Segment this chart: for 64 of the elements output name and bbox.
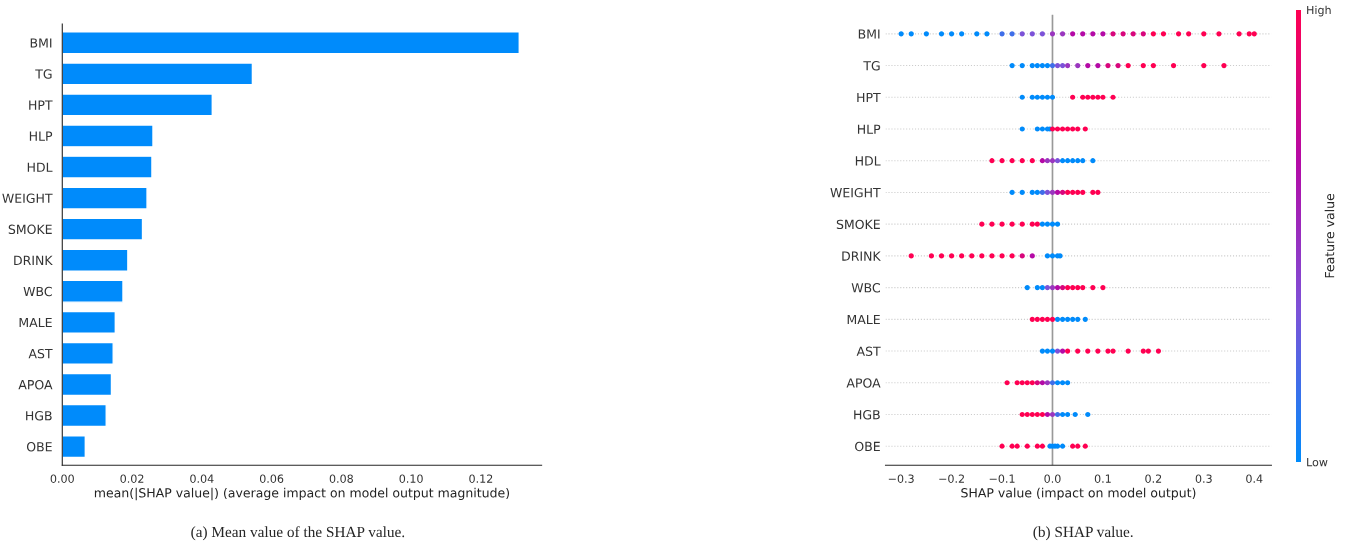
x-axis-title: mean(|SHAP value|) (average impact on model output magnitude) [94,487,510,501]
y-tick-label: HDL [27,162,53,172]
y-tick-label: SMOKE [836,219,880,230]
y-tick-label: BMI [858,29,880,39]
bar [62,310,117,334]
bar [62,372,113,397]
x-tick-label: 0.3 [1195,474,1212,483]
bar [62,279,124,303]
x-tick-label: 0.02 [120,474,144,483]
y-tick-label: HLP [29,131,53,141]
x-tick-label: −0.3 [888,474,914,483]
y-tick-label: HGB [854,409,880,420]
bar [62,124,154,148]
x-tick-label: 0.0 [1044,474,1061,483]
x-tick-label: 0.10 [399,474,423,483]
x-tick-label: 0.4 [1246,474,1263,483]
text: (b) SHAP value. [1033,526,1133,541]
y-tick-label: APOA [18,379,53,390]
y-tick-label: WEIGHT [830,187,881,198]
bar [62,93,213,117]
y-tick-label: OBE [855,441,880,452]
x-tick-label: 0.12 [469,474,493,483]
y-tick-label: HDL [855,156,881,166]
bar [62,435,87,459]
x-tick-label: −0.2 [939,474,964,483]
y-tick-label: APOA [846,378,881,388]
x-tick-label: 0.06 [259,474,284,483]
bar [62,341,114,365]
bar [62,403,107,428]
y-tick-label: OBE [26,442,52,452]
text: (a) Mean value of the SHAP value. [191,526,405,541]
bar [62,217,144,241]
y-tick-label: HPT [857,92,881,103]
y-tick-label: BMI [30,38,52,48]
y-tick-label: AST [856,346,881,356]
y-tick-label: MALE [19,317,52,328]
y-tick-label: DRINK [14,255,53,265]
y-tick-label: MALE [847,314,880,325]
x-tick-label: 0.08 [329,474,353,483]
y-tick-label: TG [863,61,880,71]
color-bar-label: Low [1307,458,1328,467]
y-tick-label: HPT [29,100,53,110]
y-tick-label: WBC [851,283,880,293]
y-tick-label: AST [28,348,53,359]
y-tick-label: WEIGHT [2,193,53,204]
bar [62,248,129,272]
x-tick-label: 0.1 [1094,474,1111,483]
x-tick-label: 0.00 [50,474,74,483]
color-bar-title: Feature value [1324,193,1335,278]
y-tick-label: TG [35,69,52,79]
x-tick-label: −0.1 [989,474,1015,483]
color-bar-label: High [1307,5,1331,17]
y-tick-label: HGB [26,411,52,421]
bar [62,62,254,86]
bar [62,186,148,210]
bar [62,155,153,179]
bar [62,31,520,55]
x-tick-label: 0.04 [190,474,214,483]
y-tick-label: SMOKE [8,224,52,235]
x-tick-label: 0.2 [1145,474,1162,483]
y-tick-label: HLP [857,124,881,134]
y-tick-label: WBC [23,286,52,297]
y-tick-label: DRINK [842,251,881,261]
x-axis-title: SHAP value (impact on model output) [961,487,1196,500]
